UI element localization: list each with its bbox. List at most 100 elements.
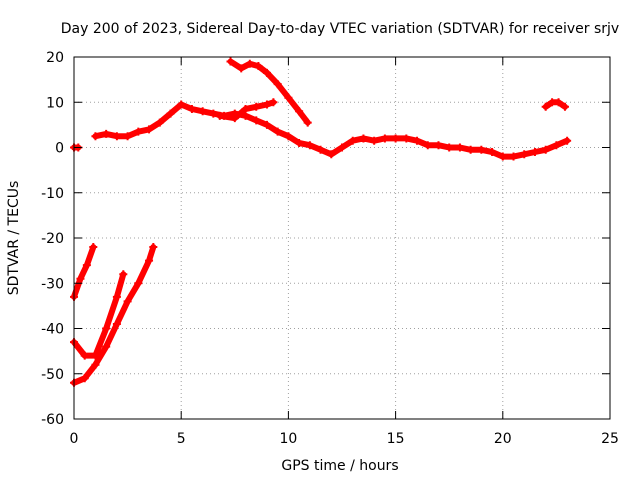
data-point [348,136,357,145]
grid-lines [74,57,610,419]
data-point [455,143,464,152]
y-axis-label: SDTVAR / TECUs [6,181,22,296]
data-point [149,243,158,252]
data-point [520,150,529,159]
data-point [488,148,497,157]
data-point [82,261,91,270]
data-point [359,134,368,143]
data-point [145,125,154,134]
data-point [91,132,100,141]
y-tick-label: -20 [41,231,64,247]
y-tick-label: 20 [46,50,64,66]
x-tick-label: 5 [177,431,186,447]
series-line [71,244,97,300]
data-point [423,141,432,150]
data-point [509,152,518,161]
data-point [241,111,250,120]
data-point [91,360,100,369]
data-point [80,374,89,383]
x-tick-label: 10 [279,431,297,447]
data-point [262,100,271,109]
data-point [273,80,282,89]
data-point [530,148,539,157]
data-point [112,319,121,328]
data-point [230,114,239,123]
y-tick-label: -60 [41,412,64,428]
data-point [269,98,278,107]
data-point [252,116,261,125]
data-point [102,342,111,351]
data-point [102,129,111,138]
data-point [541,145,550,154]
data-point [498,152,507,161]
y-tick-label: -40 [41,322,64,338]
data-point [80,351,89,360]
y-tick-label: 10 [46,95,64,111]
data-point [119,270,128,279]
data-point [477,145,486,154]
y-tick-label: 0 [55,141,64,157]
data-point [295,107,304,116]
data-point [241,105,250,114]
data-point [434,141,443,150]
data-point [226,57,235,66]
data-point [327,150,336,159]
series-arc-early-lower [70,243,158,387]
data-point [541,102,550,111]
data-point [177,100,186,109]
data-point [303,118,312,127]
series-arc-hump [215,98,278,123]
data-point [273,127,282,136]
data-point [76,274,85,283]
data-point [445,143,454,152]
data-point [237,64,246,73]
data-point [284,132,293,141]
chart-title: Day 200 of 2023, Sidereal Day-to-day VTE… [61,21,619,37]
data-point [391,134,400,143]
data-point [254,62,263,71]
data-point [102,324,111,333]
y-tick-label: -50 [41,367,64,383]
data-point [155,118,164,127]
x-tick-label: 15 [387,431,405,447]
data-point [563,136,572,145]
data-point [215,111,224,120]
series-arc-main [91,100,572,161]
data-point [338,143,346,152]
y-tick-label: -10 [41,186,64,202]
series-arc-late [541,98,569,111]
data-point [112,132,121,141]
data-point [466,145,475,154]
data-point [123,132,132,141]
data-point [89,243,98,252]
data-point [166,109,175,118]
data-point [112,292,121,301]
series-arc-high [226,57,312,127]
data-point [252,102,261,111]
data-point [554,98,563,107]
axis-ticks: 0 5 10 15 20 25 -60 -50 -40 -30 -20 -10 0 10 20 [41,50,619,447]
x-tick-label: 0 [70,431,79,447]
data-point [209,109,218,118]
data-point [134,127,143,136]
series-line [92,101,571,160]
x-axis-label: GPS time / hours [281,458,398,474]
data-point [123,297,132,306]
data-point [187,105,196,114]
data-point [295,138,304,147]
data-point [316,145,325,154]
data-point [262,68,271,77]
data-point [145,256,154,265]
data-point [380,134,389,143]
data-point [413,136,422,145]
data-point [245,59,254,68]
series-line [71,271,127,359]
data-point [552,141,561,150]
data-point [370,136,379,145]
data-point [134,279,143,288]
data-point [560,102,569,111]
x-tick-label: 20 [494,431,512,447]
data-point [402,134,411,143]
data-point [262,120,271,129]
